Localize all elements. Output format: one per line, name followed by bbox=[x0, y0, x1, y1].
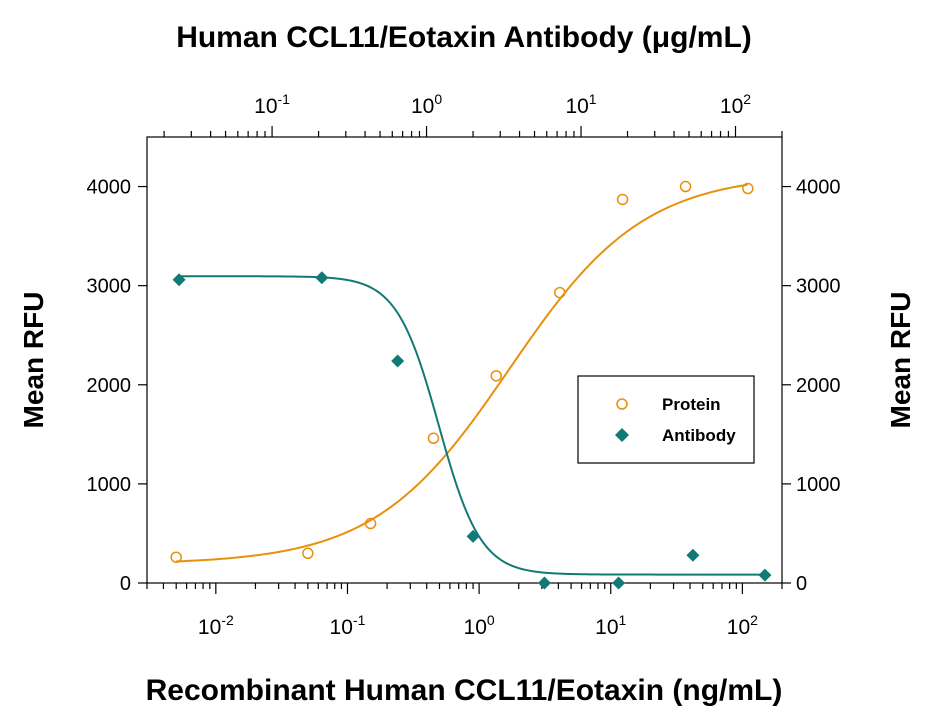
x-bottom-tick-label: 100 bbox=[464, 612, 495, 639]
fit-curves bbox=[176, 183, 765, 576]
x-top-tick-label: 102 bbox=[720, 91, 751, 118]
antibody-point bbox=[686, 548, 700, 562]
x-top-tick-label: 10-1 bbox=[254, 91, 290, 118]
antibody-point bbox=[172, 273, 186, 287]
left-axis-title: Mean RFU bbox=[18, 292, 49, 429]
y-left-tick-label: 2000 bbox=[87, 375, 132, 397]
x-bottom-tick-label: 101 bbox=[595, 612, 626, 639]
y-right-tick-label: 2000 bbox=[796, 375, 841, 397]
antibody-point bbox=[758, 568, 772, 582]
axes-layer: 0 0 1000 1000 2000 2000 3000 3000 4000 4000 10-2 10… bbox=[87, 91, 841, 639]
x-bottom-tick-label: 102 bbox=[727, 612, 758, 639]
legend-box bbox=[577, 375, 755, 464]
protein-point bbox=[302, 547, 314, 560]
protein-fit-curve bbox=[176, 183, 748, 563]
protein-point bbox=[616, 193, 629, 206]
top-axis-title: Human CCL11/Eotaxin Antibody (μg/mL) bbox=[176, 21, 752, 54]
y-left-tick-label: 3000 bbox=[87, 276, 132, 298]
x-top-tick-label: 100 bbox=[411, 91, 442, 118]
bottom-axis-title: Recombinant Human CCL11/Eotaxin (ng/mL) bbox=[146, 674, 783, 707]
protein-point bbox=[364, 517, 377, 530]
x-bottom-tick-label: 10-1 bbox=[330, 612, 366, 639]
antibody-point bbox=[537, 576, 551, 590]
antibody-point bbox=[315, 271, 329, 285]
protein-point bbox=[170, 551, 182, 563]
legend-antibody-label: Antibody bbox=[662, 426, 736, 445]
antibody-fit-curve bbox=[179, 275, 765, 576]
protein-point bbox=[742, 182, 754, 195]
legend-protein-label: Protein bbox=[662, 395, 721, 414]
legend: Protein Antibody bbox=[577, 375, 755, 464]
y-right-tick-label: 3000 bbox=[796, 276, 841, 298]
protein-point bbox=[554, 286, 566, 299]
right-axis-title: Mean RFU bbox=[885, 292, 916, 429]
data-points bbox=[170, 180, 772, 590]
protein-point bbox=[490, 370, 503, 382]
y-right-tick-label: 0 bbox=[796, 573, 807, 595]
antibody-point bbox=[612, 576, 626, 590]
y-right-tick-label: 1000 bbox=[796, 474, 841, 496]
antibody-point bbox=[466, 529, 480, 543]
x-top-tick-label: 101 bbox=[565, 91, 596, 118]
protein-point bbox=[679, 180, 692, 193]
legend-antibody-marker bbox=[615, 428, 629, 442]
plot-frame bbox=[146, 136, 783, 584]
y-right-tick-label: 4000 bbox=[796, 177, 841, 199]
y-left-tick-label: 0 bbox=[120, 573, 131, 595]
protein-point bbox=[427, 432, 440, 445]
legend-protein-marker bbox=[616, 398, 628, 410]
y-left-tick-label: 1000 bbox=[87, 474, 132, 496]
antibody-point bbox=[391, 354, 405, 368]
x-bottom-tick-label: 10-2 bbox=[198, 612, 234, 639]
y-left-tick-label: 4000 bbox=[87, 177, 132, 199]
